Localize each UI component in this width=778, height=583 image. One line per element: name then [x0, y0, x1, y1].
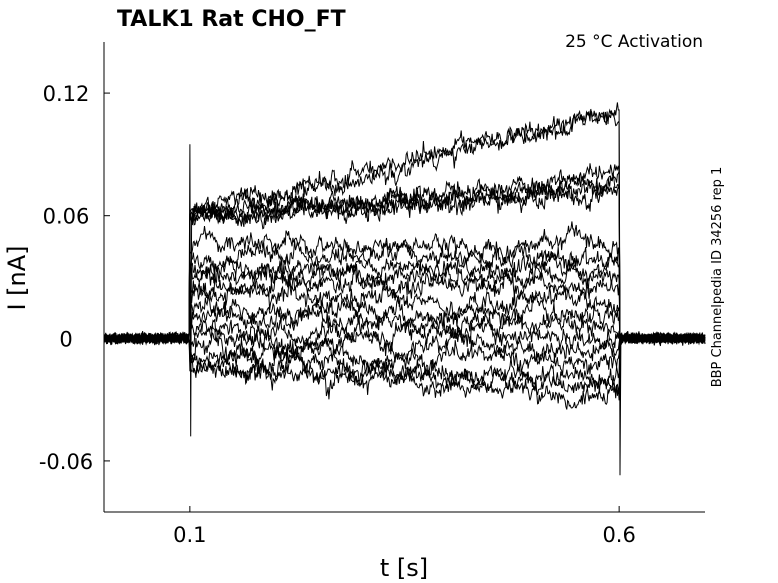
current-trace — [103, 331, 706, 376]
current-trace — [103, 332, 706, 394]
x-axis-label: t [s] — [380, 554, 428, 582]
current-trace — [103, 331, 706, 401]
current-trace — [103, 172, 706, 345]
channelpedia-id-label: BBP Channelpedia ID 34256 rep 1 — [710, 167, 725, 388]
axes — [103, 42, 705, 513]
x-tick-label: 0.1 — [173, 523, 206, 547]
current-trace — [103, 312, 706, 353]
y-tick-label: 0.06 — [43, 205, 90, 229]
current-trace — [103, 252, 706, 345]
trace-group — [103, 102, 706, 476]
current-trace — [103, 259, 706, 346]
current-trace — [103, 282, 706, 346]
current-trace — [103, 332, 706, 410]
current-trace — [103, 237, 706, 345]
y-tick-label: -0.06 — [39, 450, 93, 474]
condition-annotation: 25 °C Activation — [565, 32, 703, 52]
chart-title: TALK1 Rat CHO_FT — [117, 7, 346, 32]
y-axis-label: I [nA] — [3, 245, 31, 310]
x-ticks: 0.1 0.6 — [173, 506, 636, 547]
y-ticks: -0.06 0 0.06 0.12 — [39, 82, 110, 474]
current-trace — [103, 221, 706, 346]
y-tick-label: 0.12 — [43, 82, 90, 106]
current-trace — [103, 319, 706, 365]
current-trace — [103, 182, 705, 345]
current-trace — [103, 294, 706, 347]
y-tick-label: 0 — [59, 327, 72, 351]
x-tick-label: 0.6 — [602, 523, 635, 547]
